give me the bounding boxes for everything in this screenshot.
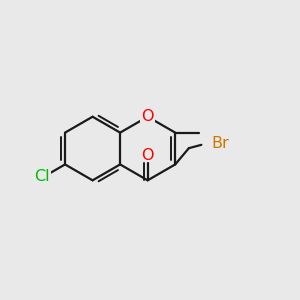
Text: O: O bbox=[141, 109, 154, 124]
Text: O: O bbox=[141, 148, 154, 163]
Text: Cl: Cl bbox=[34, 169, 50, 184]
Text: Br: Br bbox=[212, 136, 230, 151]
